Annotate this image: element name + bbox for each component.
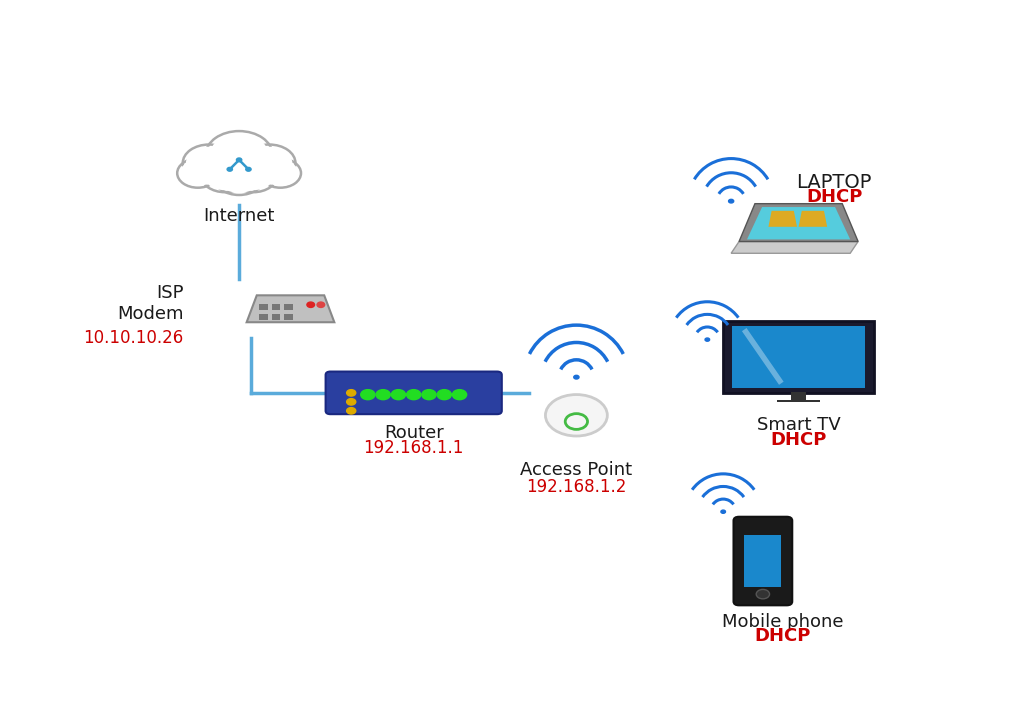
- FancyBboxPatch shape: [326, 371, 502, 414]
- Bar: [284, 304, 293, 310]
- Polygon shape: [731, 242, 858, 253]
- Circle shape: [262, 160, 299, 186]
- Circle shape: [260, 159, 301, 188]
- Bar: [723, 321, 874, 393]
- Circle shape: [437, 389, 452, 400]
- Circle shape: [360, 389, 375, 400]
- Circle shape: [347, 399, 355, 405]
- Circle shape: [347, 408, 355, 414]
- Circle shape: [246, 147, 292, 179]
- Text: 10.10.10.26: 10.10.10.26: [83, 329, 183, 347]
- Circle shape: [391, 389, 406, 400]
- Text: ISP
Modem: ISP Modem: [117, 284, 183, 323]
- Circle shape: [186, 147, 232, 179]
- Circle shape: [206, 131, 272, 178]
- Circle shape: [177, 159, 218, 188]
- Circle shape: [214, 159, 264, 195]
- Polygon shape: [739, 204, 858, 242]
- Polygon shape: [748, 207, 850, 240]
- Text: DHCP: DHCP: [770, 431, 826, 449]
- Text: Smart TV: Smart TV: [757, 416, 841, 435]
- Circle shape: [237, 158, 242, 162]
- Circle shape: [317, 302, 325, 307]
- Text: Router: Router: [384, 424, 443, 442]
- Polygon shape: [768, 211, 797, 227]
- Circle shape: [217, 162, 261, 193]
- Circle shape: [179, 160, 216, 186]
- Circle shape: [182, 145, 236, 181]
- Text: LAPTOP: LAPTOP: [797, 173, 872, 192]
- Circle shape: [721, 510, 725, 513]
- Text: Access Point: Access Point: [520, 462, 633, 479]
- Bar: [271, 304, 281, 310]
- Text: 192.168.1.2: 192.168.1.2: [526, 478, 627, 496]
- Bar: [259, 304, 268, 310]
- Circle shape: [573, 376, 579, 379]
- Bar: [259, 314, 268, 320]
- Polygon shape: [247, 296, 334, 323]
- Circle shape: [407, 389, 421, 400]
- Bar: [732, 326, 865, 388]
- Circle shape: [232, 161, 274, 190]
- Text: Internet: Internet: [204, 207, 274, 225]
- Text: DHCP: DHCP: [806, 188, 862, 206]
- Circle shape: [227, 167, 232, 171]
- Polygon shape: [799, 211, 827, 227]
- Circle shape: [210, 134, 268, 175]
- Text: Mobile phone: Mobile phone: [722, 612, 844, 630]
- Circle shape: [201, 159, 249, 192]
- Bar: [792, 392, 806, 401]
- FancyBboxPatch shape: [733, 517, 793, 605]
- Bar: [271, 314, 281, 320]
- Circle shape: [706, 338, 710, 341]
- Text: 192.168.1.1: 192.168.1.1: [364, 439, 464, 457]
- Circle shape: [422, 389, 436, 400]
- Circle shape: [376, 389, 390, 400]
- Ellipse shape: [546, 395, 607, 436]
- Bar: [744, 535, 781, 587]
- Circle shape: [756, 590, 770, 599]
- Circle shape: [453, 389, 467, 400]
- Circle shape: [246, 167, 251, 171]
- Circle shape: [728, 199, 734, 203]
- Circle shape: [204, 161, 246, 190]
- Text: DHCP: DHCP: [755, 628, 811, 645]
- Circle shape: [307, 302, 314, 307]
- Bar: [284, 314, 293, 320]
- Circle shape: [243, 145, 296, 181]
- Bar: [777, 400, 819, 403]
- Circle shape: [229, 159, 278, 192]
- Circle shape: [347, 389, 355, 396]
